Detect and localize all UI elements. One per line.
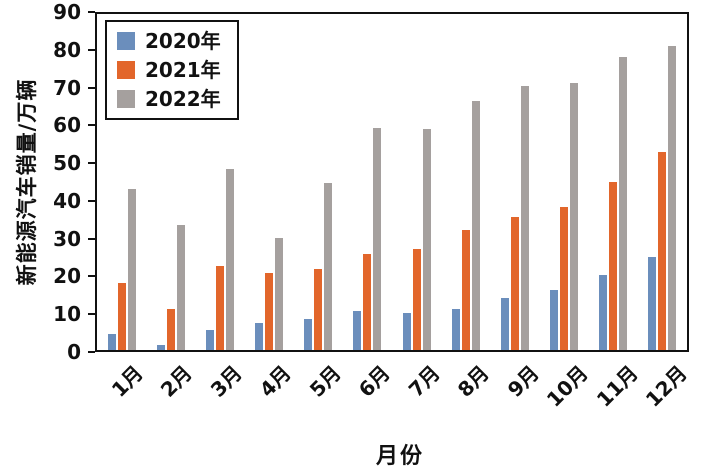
bar-2022年-3月: [225, 169, 234, 350]
bar-group-11月: [589, 14, 638, 350]
legend: 2020年 2021年 2022年: [105, 20, 239, 120]
bar-group-1月: [97, 14, 146, 350]
bar-2020年-1月: [107, 333, 116, 350]
bar-group-3月: [195, 14, 244, 350]
x-tick-label: 6月: [354, 360, 396, 402]
bar-2020年-7月: [402, 313, 411, 350]
bar-2021年-7月: [412, 248, 421, 350]
x-axis: 1月 2月 3月 4月 5月 6月 7月 8月 9月 10月 11月 12月: [95, 354, 693, 416]
y-tick-label: 90: [53, 0, 81, 24]
y-tick-mark: [88, 199, 95, 202]
x-tick-label: 11月: [591, 360, 643, 412]
y-tick-label: 20: [53, 264, 81, 289]
bar-2020年-5月: [304, 319, 313, 350]
bar-group-12月: [638, 14, 687, 350]
x-tick-label: 5月: [304, 360, 346, 402]
bar-2020年-9月: [500, 298, 509, 350]
y-axis: 0 10 20 30 40 50 60 70 80 90: [0, 2, 95, 362]
bar-2021年-8月: [461, 230, 470, 350]
bar-2020年-8月: [451, 309, 460, 350]
bar-2022年-2月: [176, 225, 185, 350]
y-tick-label: 40: [53, 188, 81, 213]
legend-label: 2021年: [145, 58, 221, 82]
y-tick-label: 0: [67, 340, 81, 364]
bar-2021年-6月: [363, 254, 372, 350]
bar-2020年-11月: [599, 275, 608, 350]
y-tick-label: 60: [53, 113, 81, 138]
y-tick-mark: [88, 86, 95, 89]
y-tick-mark: [88, 275, 95, 278]
bar-2021年-5月: [314, 269, 323, 350]
bar-group-8月: [441, 14, 490, 350]
x-tick-label: 7月: [403, 360, 445, 402]
bar-2022年-7月: [422, 128, 431, 350]
x-tick-label: 4月: [255, 360, 297, 402]
y-tick-label: 50: [53, 151, 81, 176]
y-tick-label: 70: [53, 75, 81, 100]
bar-2022年-8月: [471, 101, 480, 350]
bar-group-6月: [343, 14, 392, 350]
legend-swatch-2020年: [117, 32, 135, 50]
y-tick-mark: [88, 351, 95, 353]
y-tick-label: 30: [53, 226, 81, 251]
legend-item-2021年: 2021年: [117, 59, 221, 81]
bar-2022年-10月: [570, 83, 579, 350]
y-tick-label: 80: [53, 37, 81, 62]
bar-2022年-4月: [275, 238, 284, 350]
bar-2022年-9月: [520, 85, 529, 350]
bar-2022年-6月: [373, 127, 382, 350]
x-tick-label: 3月: [205, 360, 247, 402]
legend-label: 2020年: [145, 29, 221, 53]
legend-item-2022年: 2022年: [117, 88, 221, 110]
x-tick-label: 10月: [542, 360, 594, 412]
bar-2021年-1月: [117, 283, 126, 350]
y-tick-mark: [88, 162, 95, 165]
bar-2021年-11月: [609, 182, 618, 350]
legend-swatch-2021年: [117, 61, 135, 79]
bar-2020年-12月: [648, 257, 657, 350]
bar-2021年-4月: [265, 273, 274, 350]
bar-2020年-6月: [353, 311, 362, 350]
bar-2020年-2月: [156, 345, 165, 350]
bar-group-7月: [392, 14, 441, 350]
legend-swatch-2022年: [117, 90, 135, 108]
x-tick-label: 9月: [502, 360, 544, 402]
bar-2022年-1月: [127, 188, 136, 350]
bar-2021年-9月: [510, 216, 519, 350]
legend-item-2020年: 2020年: [117, 30, 221, 52]
bar-2021年-10月: [560, 207, 569, 350]
bar-2020年-3月: [205, 330, 214, 350]
x-tick-label: 1月: [106, 360, 148, 402]
x-tick-label: 2月: [156, 360, 198, 402]
bar-group-2月: [146, 14, 195, 350]
bar-group-9月: [490, 14, 539, 350]
bar-2021年-3月: [215, 265, 224, 350]
bar-group-4月: [245, 14, 294, 350]
x-tick-label: 12月: [641, 360, 693, 412]
bar-2022年-11月: [619, 56, 628, 350]
bar-group-5月: [294, 14, 343, 350]
bar-2022年-5月: [324, 183, 333, 350]
bar-group-10月: [540, 14, 589, 350]
legend-label: 2022年: [145, 87, 221, 111]
plot-area: 2020年 2021年 2022年: [95, 12, 689, 352]
bar-2020年-10月: [550, 290, 559, 350]
y-tick-mark: [88, 48, 95, 51]
y-tick-label: 10: [53, 302, 81, 327]
bar-2021年-2月: [166, 308, 175, 350]
y-tick-mark: [88, 237, 95, 240]
y-tick-mark: [88, 313, 95, 316]
bar-2020年-4月: [255, 323, 264, 350]
bar-groups: [97, 14, 687, 350]
bar-2021年-12月: [658, 151, 667, 350]
x-tick-label: 8月: [453, 360, 495, 402]
bar-2022年-12月: [668, 46, 677, 350]
y-tick-mark: [88, 11, 95, 13]
x-axis-title: 月份: [375, 444, 425, 469]
y-tick-mark: [88, 124, 95, 127]
